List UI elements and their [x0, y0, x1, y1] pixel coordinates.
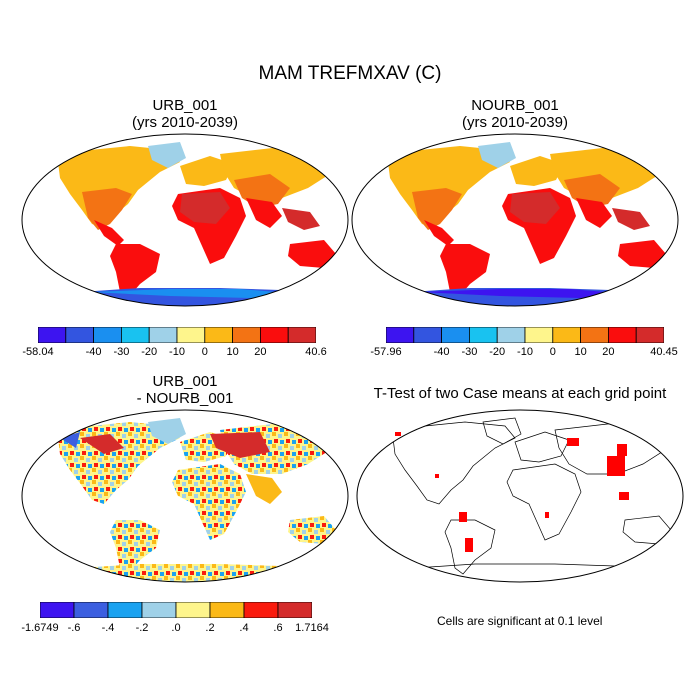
colorbar-tick-label: -30 [113, 346, 130, 358]
colorbar-tick-label: 40.45 [650, 346, 678, 358]
map-urb [21, 133, 349, 307]
colorbar-swatch [469, 326, 498, 344]
map-ttest [356, 409, 684, 583]
colorbar-tick-label: -58.04 [22, 346, 54, 358]
colorbar-diff [39, 601, 313, 619]
panel-title-line2: (yrs 2010-2039) [462, 114, 568, 131]
continents-nourb [352, 142, 678, 306]
colorbar-tick-label: -.4 [101, 622, 115, 634]
panel-title-line1: URB_001 [152, 97, 218, 114]
colorbar-swatches [385, 326, 665, 344]
significant-cell [567, 438, 579, 446]
colorbar-swatch [496, 326, 526, 344]
panel-title-line2: (yrs 2010-2039) [132, 114, 238, 131]
colorbar-tick-label: 10 [574, 346, 587, 358]
continents-diff [22, 418, 348, 582]
colorbar-swatch [121, 326, 150, 344]
colorbar-tick-label: -10 [169, 346, 185, 358]
significant-cell [619, 492, 629, 500]
map-diff [21, 409, 349, 583]
colorbar-swatch [607, 326, 637, 344]
colorbar-tick-label: 10 [226, 346, 239, 358]
significant-cell [545, 512, 549, 518]
colorbar-tick-label: 0 [549, 346, 556, 358]
colorbar-nourb [385, 326, 665, 344]
significant-cell [435, 474, 439, 478]
colorbar-swatch [385, 326, 415, 344]
significant-cell [465, 538, 473, 552]
colorbar-tick-label: -30 [461, 346, 478, 358]
colorbar-swatch [524, 326, 554, 344]
colorbar-swatch [413, 326, 442, 344]
colorbar-swatch [635, 326, 665, 344]
colorbar-swatch [148, 326, 178, 344]
colorbar-tick-label: .0 [171, 622, 181, 634]
colorbar-swatch [37, 326, 67, 344]
colorbar-swatch [93, 326, 122, 344]
colorbar-tick-label: 20 [254, 346, 267, 358]
colorbar-swatch [243, 601, 279, 619]
colorbar-tick-label: 40.6 [305, 346, 327, 358]
continents-urb [22, 142, 348, 306]
significant-cell [395, 432, 401, 436]
colorbar-labels-diff: -1.6749 -.6 -.4 -.2 .0 .2 .4 .6 1.7164 [21, 622, 328, 636]
panel-title-ttest: T-Test of two Case means at each grid po… [373, 385, 667, 402]
significant-cell [617, 444, 627, 456]
panel-title-diff: URB_001 - NOURB_001 [20, 373, 350, 407]
colorbar-swatches [39, 601, 313, 619]
panel-title-line1: URB_001 [152, 373, 218, 390]
colorbar-tick-label: -.2 [135, 622, 149, 634]
colorbar-swatch [441, 326, 470, 344]
coastlines-ttest [374, 417, 676, 579]
figure-title: MAM TREFMXAV (C) [258, 63, 442, 84]
significant-cells [395, 432, 629, 552]
colorbar-swatch [209, 601, 245, 619]
colorbar-labels-urb: -58.04 -40 -30 -20 -10 0 10 20 40.6 [22, 346, 326, 360]
panel-title-nourb: NOURB_001 (yrs 2010-2039) [350, 97, 680, 131]
colorbar-swatch [204, 326, 234, 344]
significant-cell [459, 512, 467, 522]
panel-title-line1: NOURB_001 [471, 97, 559, 114]
colorbar-swatch [141, 601, 177, 619]
colorbar-swatches [37, 326, 317, 344]
colorbar-tick-label: -40 [85, 346, 102, 358]
colorbar-tick-label: 0 [201, 346, 208, 358]
colorbar-swatch [73, 601, 109, 619]
colorbar-tick-label: .4 [239, 622, 249, 634]
colorbar-tick-label: -.6 [67, 622, 81, 634]
panel-title-urb: URB_001 (yrs 2010-2039) [20, 97, 350, 131]
colorbar-urb [37, 326, 317, 344]
colorbar-tick-label: 20 [602, 346, 615, 358]
colorbar-tick-label: -20 [141, 346, 158, 358]
significant-cell [607, 456, 625, 476]
colorbar-swatch [552, 326, 582, 344]
colorbar-swatch [287, 326, 317, 344]
colorbar-tick-label: -20 [489, 346, 506, 358]
colorbar-swatch [107, 601, 143, 619]
colorbar-tick-label: -1.6749 [21, 622, 59, 634]
colorbar-swatch [39, 601, 75, 619]
colorbar-swatch [232, 326, 261, 344]
panel-title-line2: - NOURB_001 [136, 390, 234, 407]
colorbar-swatch [65, 326, 94, 344]
colorbar-swatch [580, 326, 609, 344]
colorbar-swatch [176, 326, 206, 344]
colorbar-swatch [175, 601, 211, 619]
colorbar-labels-nourb: -57.96 -40 -30 -20 -10 0 10 20 40.45 [370, 346, 677, 360]
colorbar-tick-label: -40 [433, 346, 450, 358]
significance-note: Cells are significant at 0.1 level [437, 614, 603, 628]
colorbar-tick-label: -57.96 [370, 346, 402, 358]
colorbar-tick-label: .6 [273, 622, 283, 634]
map-nourb [351, 133, 679, 307]
colorbar-swatch [259, 326, 289, 344]
colorbar-tick-label: 1.7164 [295, 622, 329, 634]
colorbar-swatch [277, 601, 313, 619]
colorbar-tick-label: .2 [205, 622, 215, 634]
colorbar-tick-label: -10 [517, 346, 533, 358]
